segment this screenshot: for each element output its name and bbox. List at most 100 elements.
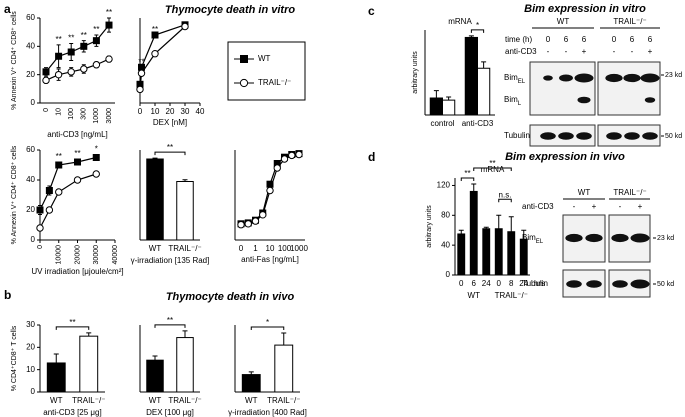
y-tick-label: 0 <box>31 387 36 396</box>
significance-bracket <box>250 326 285 331</box>
significance-label: ** <box>489 159 495 168</box>
cell: 6 <box>564 35 569 44</box>
bar <box>176 181 194 241</box>
x-tick-label: 40000 <box>112 245 119 265</box>
y-tick-label: 0 <box>446 270 451 279</box>
x-tick-label: 10000 <box>56 245 63 265</box>
bar <box>241 374 261 393</box>
cell: + <box>648 47 653 56</box>
error-bar <box>182 330 188 338</box>
panel-label: d <box>368 150 375 164</box>
error-bar <box>281 332 287 346</box>
band-label: Tubulin <box>522 279 548 288</box>
significance-label: ** <box>69 318 75 327</box>
y-tick-label: 0 <box>31 98 36 107</box>
y-tick-label: 20 <box>26 70 35 79</box>
panel-title: Bim expression in vivo <box>505 151 625 163</box>
bar <box>469 190 478 276</box>
significance-label: ** <box>167 316 173 325</box>
band-name: Bim <box>504 73 518 82</box>
point <box>36 224 44 232</box>
y-axis-label: arbitrary units <box>412 51 419 94</box>
point <box>251 217 260 225</box>
band-name: Tubulin <box>522 279 548 288</box>
band <box>543 75 553 81</box>
point <box>151 50 159 58</box>
band <box>559 74 573 82</box>
x-tick-label: control <box>430 119 454 128</box>
band <box>585 233 603 243</box>
x-axis-label: γ-irradiation [135 Rad] <box>131 256 210 265</box>
x-tick-label: TRAIL⁻/⁻ <box>72 396 105 405</box>
bar <box>442 99 456 116</box>
band <box>577 96 591 104</box>
point <box>67 48 75 56</box>
x-tick-label: WT <box>50 396 63 405</box>
x-tick-label: 24 <box>519 279 528 288</box>
band-name: Tubulin <box>504 131 530 140</box>
bar <box>176 337 194 393</box>
row-label: anti-CD3 <box>522 202 554 211</box>
band <box>605 73 623 83</box>
y-tick-label: 40 <box>441 240 450 249</box>
blot-frame <box>529 61 596 116</box>
significance-label: * <box>266 318 269 327</box>
cell: - <box>619 202 622 211</box>
error-bar <box>521 229 527 240</box>
x-tick-label: 0 <box>37 245 44 249</box>
band <box>623 73 641 83</box>
x-tick-label: 0 <box>497 279 502 288</box>
legend-box <box>227 41 306 101</box>
band-subscript: EL <box>518 79 526 85</box>
significance-bracket <box>460 177 475 181</box>
blot-header: WT <box>578 188 591 197</box>
point <box>237 221 245 229</box>
point <box>55 52 63 60</box>
x-tick-label: 20000 <box>74 245 81 265</box>
cell: 6 <box>648 35 653 44</box>
series-line <box>39 156 97 211</box>
point <box>105 21 113 29</box>
significance-bracket <box>473 167 512 171</box>
y-tick-label: 30 <box>26 320 35 329</box>
significance-bracket <box>154 151 186 156</box>
point <box>54 70 63 79</box>
error-bar <box>182 179 188 182</box>
x-tick-label: 24 <box>482 279 491 288</box>
point <box>266 186 274 195</box>
panel-title: Thymocyte death in vivo <box>166 291 295 303</box>
point <box>80 42 88 50</box>
point <box>55 188 63 196</box>
band <box>611 233 629 243</box>
legend-marker <box>240 55 248 63</box>
series-line <box>39 173 97 229</box>
row-label: time (h) <box>505 35 532 44</box>
point <box>151 31 159 39</box>
x-tick-label: 3000 <box>106 108 113 124</box>
cell: + <box>592 202 597 211</box>
x-tick-label: WT <box>149 244 162 253</box>
band-label: Tubulin <box>504 131 530 140</box>
panel-label: a <box>4 2 11 16</box>
blot-header: WT <box>557 17 570 26</box>
point <box>136 85 144 94</box>
x-unit: hrs <box>534 279 545 288</box>
x-tick-label: 0 <box>138 107 143 116</box>
series-line <box>139 26 186 90</box>
point <box>280 155 289 163</box>
row-label: anti-CD3 <box>505 47 537 56</box>
error-bar <box>496 214 502 229</box>
band-subscript: EL <box>536 239 544 245</box>
cell: - <box>573 202 576 211</box>
significance-label: ** <box>74 149 80 158</box>
error-bar <box>468 35 474 38</box>
point <box>67 68 75 76</box>
x-tick-label: 1000 <box>290 244 308 253</box>
band <box>566 280 582 288</box>
error-bar <box>86 332 92 337</box>
x-tick-label: TRAIL⁻/⁻ <box>168 244 201 253</box>
significance-label: ** <box>81 31 87 40</box>
point <box>42 68 50 76</box>
y-tick-label: 20 <box>26 342 35 351</box>
